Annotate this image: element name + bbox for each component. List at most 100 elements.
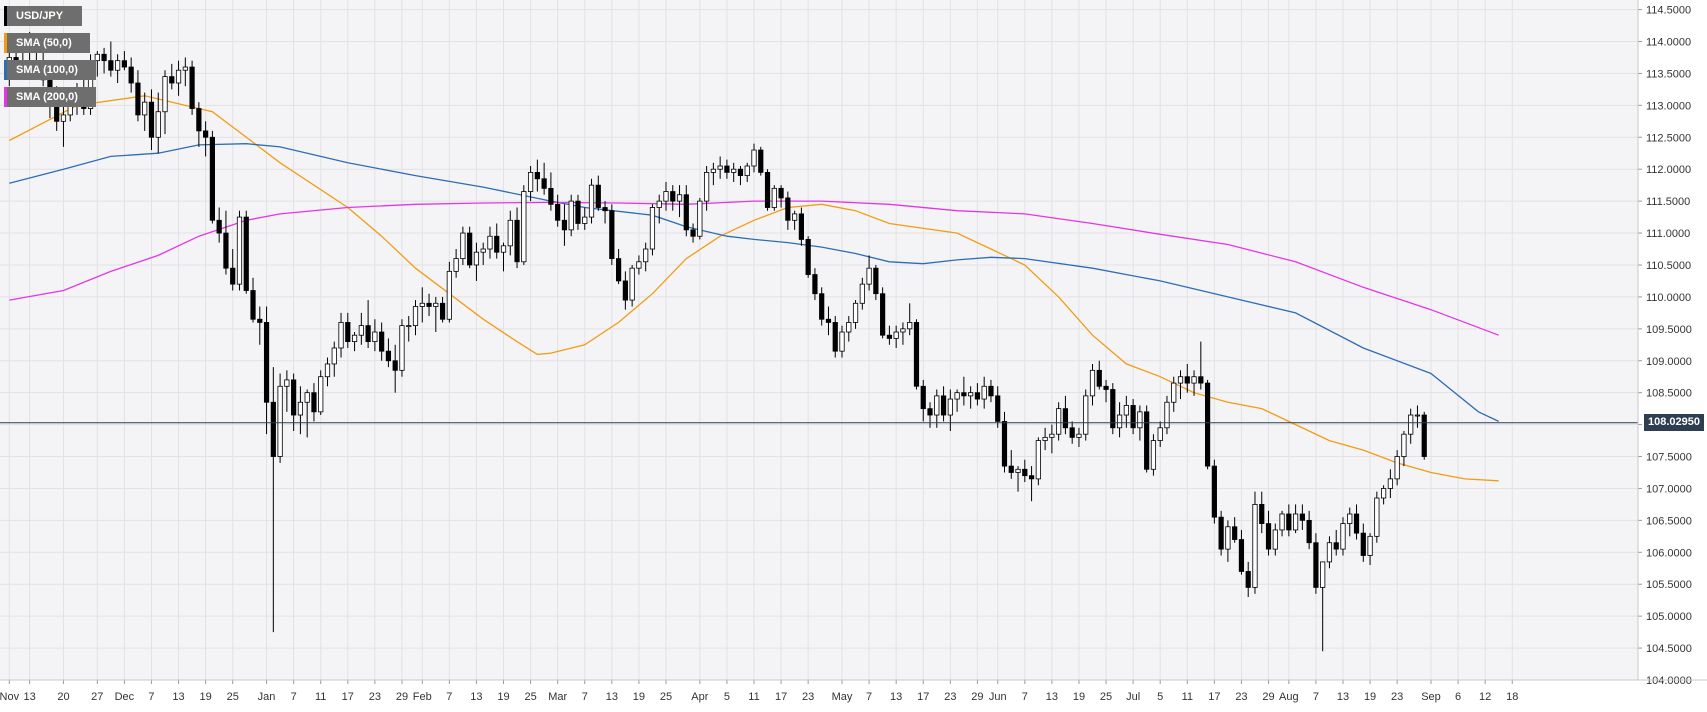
candle-body bbox=[961, 392, 967, 397]
candle-body bbox=[859, 283, 865, 304]
candle-body bbox=[758, 149, 764, 173]
candle-body bbox=[1130, 405, 1136, 429]
candle-body bbox=[182, 66, 188, 71]
candle-body bbox=[1238, 539, 1245, 572]
candle-body bbox=[880, 293, 886, 336]
candle-down bbox=[379, 322, 385, 361]
candle-down bbox=[385, 338, 392, 368]
candle-body bbox=[1049, 433, 1055, 438]
candle-down bbox=[927, 402, 933, 428]
candle-body bbox=[764, 171, 771, 208]
candle-down bbox=[1110, 383, 1116, 435]
candle-down bbox=[737, 166, 744, 186]
x-tick-label: 13 bbox=[606, 691, 618, 703]
candle-body bbox=[1272, 529, 1278, 550]
candle-body bbox=[1286, 513, 1292, 531]
candle-up bbox=[568, 194, 574, 237]
candle-down bbox=[961, 376, 967, 406]
candle-body bbox=[1326, 542, 1333, 563]
candle-down bbox=[467, 226, 473, 269]
candle-body bbox=[927, 408, 933, 416]
candle-body bbox=[1164, 401, 1170, 429]
candle-up bbox=[277, 373, 283, 463]
x-tick-label: Jan bbox=[258, 691, 276, 703]
candle-body bbox=[142, 101, 148, 116]
candle-body bbox=[710, 168, 716, 173]
candle-down bbox=[805, 236, 811, 278]
candle-up bbox=[1042, 427, 1048, 451]
candle-body bbox=[365, 325, 371, 342]
y-tick-label: 106.5000 bbox=[1646, 515, 1692, 527]
candle-body bbox=[832, 322, 838, 352]
candle-up bbox=[981, 376, 987, 409]
x-tick-label: Nov bbox=[0, 691, 20, 703]
candle-up bbox=[460, 226, 466, 265]
candle-body bbox=[1022, 468, 1028, 477]
candle-body bbox=[1083, 395, 1089, 435]
candle-body bbox=[216, 219, 222, 234]
y-tick-label: 113.0000 bbox=[1646, 100, 1691, 112]
candle-up bbox=[1272, 523, 1278, 556]
candle-down bbox=[223, 210, 229, 275]
candle-down bbox=[1421, 411, 1427, 460]
candle-down bbox=[995, 386, 1001, 428]
candle-up bbox=[1225, 520, 1231, 562]
legend-item-sma200[interactable]: SMA (200,0) bbox=[4, 87, 96, 107]
x-tick-label: 25 bbox=[660, 691, 672, 703]
candle-down bbox=[1299, 504, 1305, 530]
candle-body bbox=[1320, 561, 1326, 588]
candle-body bbox=[318, 376, 324, 413]
candle-body bbox=[284, 379, 290, 387]
legend-item-sma100[interactable]: SMA (100,0) bbox=[4, 60, 96, 80]
x-tick-label: 7 bbox=[1022, 691, 1028, 703]
candle-body bbox=[866, 267, 872, 285]
candle-body bbox=[704, 171, 710, 202]
candle-body bbox=[419, 302, 425, 307]
candle-body bbox=[968, 392, 974, 397]
candle-down bbox=[548, 172, 554, 211]
candle-body bbox=[1191, 376, 1197, 384]
candle-up bbox=[771, 185, 777, 211]
candle-body bbox=[697, 200, 703, 237]
candle-up bbox=[473, 242, 480, 281]
sma-line-100 bbox=[9, 143, 1499, 422]
candle-down bbox=[541, 162, 547, 195]
candle-body bbox=[724, 165, 730, 173]
candle-down bbox=[873, 264, 879, 301]
candle-body bbox=[467, 232, 473, 266]
candle-body bbox=[1198, 376, 1204, 384]
candle-body bbox=[1089, 369, 1096, 397]
legend-swatch-usdjpy bbox=[4, 6, 7, 26]
candle-body bbox=[223, 232, 229, 269]
candle-body bbox=[785, 197, 791, 221]
candle-down bbox=[365, 300, 371, 348]
candle-up bbox=[446, 261, 452, 323]
candle-down bbox=[758, 146, 764, 176]
candle-up bbox=[1015, 466, 1021, 492]
candle-body bbox=[1225, 526, 1231, 550]
candle-body bbox=[737, 168, 744, 176]
legend-item-usdjpy[interactable]: USD/JPY bbox=[4, 6, 82, 26]
candle-body bbox=[1062, 408, 1069, 429]
candle-down bbox=[1130, 399, 1136, 435]
legend-label-usdjpy: USD/JPY bbox=[16, 10, 64, 22]
candle-down bbox=[494, 223, 500, 259]
x-tick-label: Jun bbox=[989, 691, 1007, 703]
candle-body bbox=[575, 200, 581, 224]
candle-body bbox=[1299, 513, 1305, 521]
candle-body bbox=[1015, 468, 1021, 473]
candle-up bbox=[1320, 561, 1326, 652]
candle-down bbox=[575, 194, 581, 230]
candle-body bbox=[1150, 440, 1157, 470]
candle-body bbox=[439, 302, 446, 320]
candle-down bbox=[135, 70, 141, 122]
candle-up bbox=[521, 185, 527, 265]
x-tick-label: 17 bbox=[1208, 691, 1220, 703]
candle-down bbox=[940, 386, 947, 422]
legend-item-sma50[interactable]: SMA (50,0) bbox=[4, 33, 90, 53]
candle-up bbox=[676, 185, 683, 218]
legend-label-sma200: SMA (200,0) bbox=[16, 91, 78, 103]
candle-body bbox=[629, 267, 635, 301]
y-tick-label: 114.0000 bbox=[1646, 37, 1691, 49]
candle-body bbox=[798, 213, 804, 240]
